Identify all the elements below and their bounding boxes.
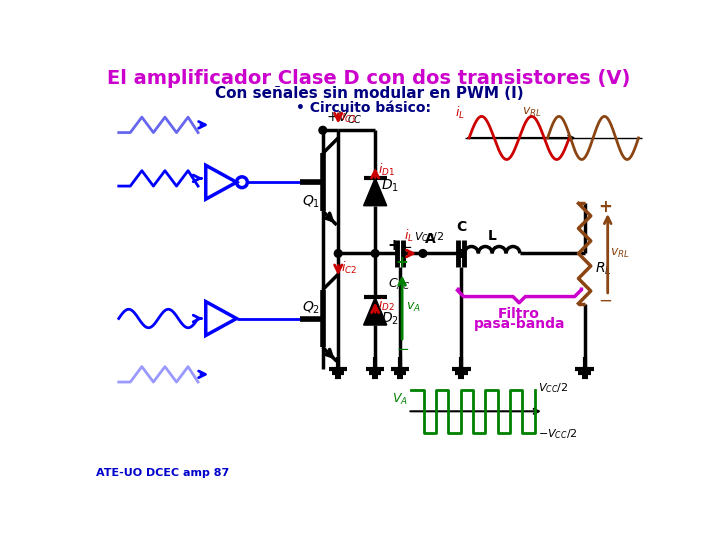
Text: $+V_{CC}$: $+V_{CC}$ [326,109,363,126]
Text: $i_{C2}$: $i_{C2}$ [341,260,357,276]
Text: ATE-UO DCEC amp 87: ATE-UO DCEC amp 87 [96,468,229,478]
Text: A: A [426,232,436,246]
Text: $C_{AC}$: $C_{AC}$ [388,276,411,292]
Text: +: + [387,238,400,253]
Text: +: + [598,198,612,216]
Text: Filtro: Filtro [498,307,540,321]
Text: $Q_2$: $Q_2$ [302,299,320,316]
Text: $V_{CC}/2$: $V_{CC}/2$ [539,381,569,395]
Text: $v_A$: $v_A$ [406,301,420,314]
Text: L: L [487,228,497,242]
Text: $-V_{CC}/2$: $-V_{CC}/2$ [539,428,578,441]
Text: $D_2$: $D_2$ [382,310,399,327]
Text: $i_L$: $i_L$ [456,105,465,120]
Text: $i_{D1}$: $i_{D1}$ [378,162,395,178]
Text: $V_{CC}/2$: $V_{CC}/2$ [414,231,444,244]
Polygon shape [364,298,387,325]
Text: El amplificador Clase D con dos transistores (V): El amplificador Clase D con dos transist… [107,69,631,88]
Text: $i_L$: $i_L$ [404,228,413,244]
Polygon shape [364,178,387,206]
Text: $v_{RL}$: $v_{RL}$ [522,106,541,119]
Text: • Circuito básico:: • Circuito básico: [296,101,431,115]
Text: Con señales sin modular en PWM (I): Con señales sin modular en PWM (I) [215,86,523,101]
Text: $-$: $-$ [598,291,613,309]
Text: $-$: $-$ [400,238,413,253]
Circle shape [457,249,465,257]
Text: $R_L$: $R_L$ [595,261,612,277]
Circle shape [419,249,427,257]
Text: pasa-banda: pasa-banda [474,316,565,330]
Circle shape [372,249,379,257]
Circle shape [319,126,327,134]
Text: C: C [456,220,467,234]
Text: $-$: $-$ [395,340,409,355]
Text: +: + [396,255,408,271]
Text: $i_{C1}$: $i_{C1}$ [341,109,358,125]
Text: $v_{RL}$: $v_{RL}$ [610,247,630,260]
Text: $Q_1$: $Q_1$ [302,193,320,210]
Text: $D_1$: $D_1$ [382,178,400,194]
Text: $i_{D2}$: $i_{D2}$ [378,297,395,313]
Text: $V_A$: $V_A$ [392,393,408,408]
Circle shape [334,249,342,257]
